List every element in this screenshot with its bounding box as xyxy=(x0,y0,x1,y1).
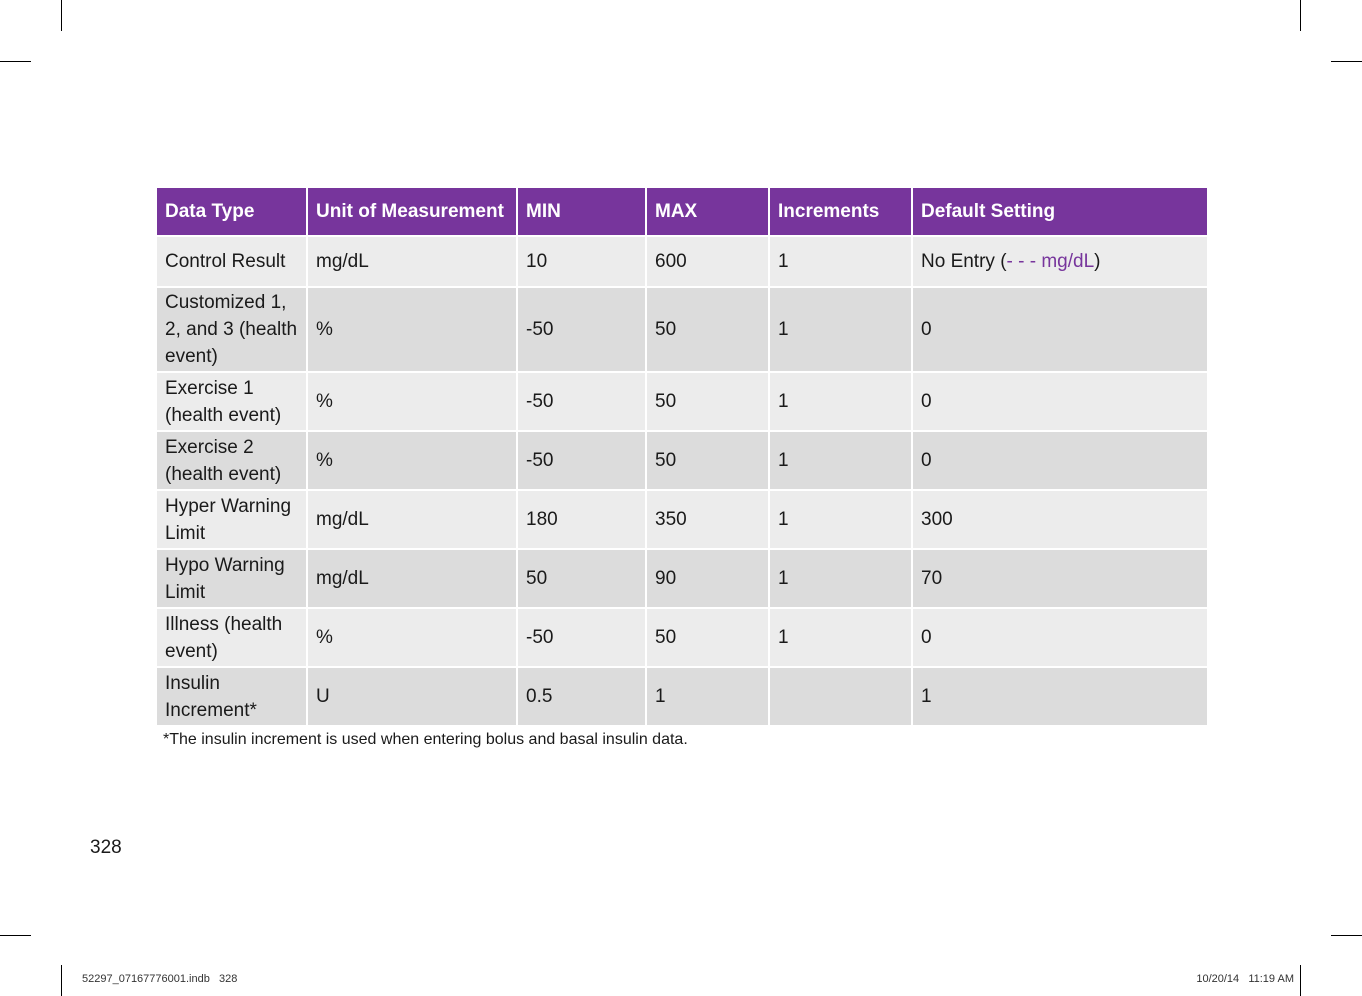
table-row: Hypo Warning Limit mg/dL 50 90 1 70 xyxy=(155,548,1209,609)
cell-max: 50 xyxy=(645,286,770,373)
cell-default: 300 xyxy=(911,489,1209,550)
cell-default: 70 xyxy=(911,548,1209,609)
cell-increments: 1 xyxy=(768,607,913,668)
crop-mark-top-right-vertical xyxy=(1300,0,1301,31)
cell-unit: % xyxy=(306,607,518,668)
print-slug-file: 52297_07167776001.indb 328 xyxy=(82,973,238,985)
table-row: Exercise 1 (health event) % -50 50 1 0 xyxy=(155,371,1209,432)
table-row: Control Result mg/dL 10 600 1 No Entry (… xyxy=(155,235,1209,288)
cell-min: 0.5 xyxy=(516,666,647,727)
cell-max: 350 xyxy=(645,489,770,550)
cell-data-type: Exercise 1 (health event) xyxy=(155,371,308,432)
cell-default: 0 xyxy=(911,430,1209,491)
table-row: Exercise 2 (health event) % -50 50 1 0 xyxy=(155,430,1209,491)
crop-mark-bottom-left-horizontal xyxy=(0,935,31,936)
default-prefix: No Entry ( xyxy=(921,251,1007,272)
header-max: MAX xyxy=(645,186,770,237)
header-default-setting: Default Setting xyxy=(911,186,1209,237)
crop-mark-bottom-right-vertical xyxy=(1300,965,1301,996)
cell-unit: % xyxy=(306,430,518,491)
cell-min: 10 xyxy=(516,235,647,288)
cell-default: 0 xyxy=(911,371,1209,432)
settings-range-table: Data Type Unit of Measurement MIN MAX In… xyxy=(155,186,1209,727)
cell-unit: % xyxy=(306,286,518,373)
crop-mark-bottom-left-vertical xyxy=(61,965,62,996)
default-no-entry-value: - - - mg/dL xyxy=(1006,251,1095,272)
cell-data-type: Customized 1, 2, and 3 (health event) xyxy=(155,286,308,373)
cell-unit: mg/dL xyxy=(306,235,518,288)
cell-min: -50 xyxy=(516,286,647,373)
cell-increments: 1 xyxy=(768,548,913,609)
cell-data-type: Hypo Warning Limit xyxy=(155,548,308,609)
cell-min: -50 xyxy=(516,607,647,668)
table-row: Illness (health event) % -50 50 1 0 xyxy=(155,607,1209,668)
cell-data-type: Exercise 2 (health event) xyxy=(155,430,308,491)
cell-default: 0 xyxy=(911,607,1209,668)
table-header-row: Data Type Unit of Measurement MIN MAX In… xyxy=(155,186,1209,237)
table-row: Insulin Increment* U 0.5 1 1 xyxy=(155,666,1209,727)
cell-default: 1 xyxy=(911,666,1209,727)
cell-max: 50 xyxy=(645,607,770,668)
cell-increments: 1 xyxy=(768,286,913,373)
cell-max: 1 xyxy=(645,666,770,727)
cell-unit: mg/dL xyxy=(306,548,518,609)
crop-mark-top-right-horizontal xyxy=(1331,61,1362,62)
cell-max: 50 xyxy=(645,371,770,432)
cell-increments: 1 xyxy=(768,371,913,432)
crop-mark-top-left-horizontal xyxy=(0,61,31,62)
cell-unit: U xyxy=(306,666,518,727)
cell-default: 0 xyxy=(911,286,1209,373)
header-min: MIN xyxy=(516,186,647,237)
cell-max: 50 xyxy=(645,430,770,491)
header-increments: Increments xyxy=(768,186,913,237)
cell-increments xyxy=(768,666,913,727)
cell-min: -50 xyxy=(516,430,647,491)
page-number: 328 xyxy=(90,837,122,858)
table-row: Customized 1, 2, and 3 (health event) % … xyxy=(155,286,1209,373)
crop-mark-top-left-vertical xyxy=(61,0,62,31)
cell-increments: 1 xyxy=(768,489,913,550)
table-row: Hyper Warning Limit mg/dL 180 350 1 300 xyxy=(155,489,1209,550)
cell-unit: % xyxy=(306,371,518,432)
cell-min: 50 xyxy=(516,548,647,609)
cell-data-type: Control Result xyxy=(155,235,308,288)
table-footnote: *The insulin increment is used when ente… xyxy=(163,731,688,748)
cell-data-type: Insulin Increment* xyxy=(155,666,308,727)
cell-increments: 1 xyxy=(768,235,913,288)
cell-default: No Entry (- - - mg/dL) xyxy=(911,235,1209,288)
cell-unit: mg/dL xyxy=(306,489,518,550)
cell-increments: 1 xyxy=(768,430,913,491)
cell-max: 600 xyxy=(645,235,770,288)
default-suffix: ) xyxy=(1094,251,1101,272)
crop-mark-bottom-right-horizontal xyxy=(1331,935,1362,936)
cell-min: -50 xyxy=(516,371,647,432)
cell-min: 180 xyxy=(516,489,647,550)
cell-data-type: Illness (health event) xyxy=(155,607,308,668)
cell-data-type: Hyper Warning Limit xyxy=(155,489,308,550)
header-unit-of-measurement: Unit of Measurement xyxy=(306,186,518,237)
print-slug-timestamp: 10/20/14 11:19 AM xyxy=(1196,973,1294,985)
header-data-type: Data Type xyxy=(155,186,308,237)
cell-max: 90 xyxy=(645,548,770,609)
